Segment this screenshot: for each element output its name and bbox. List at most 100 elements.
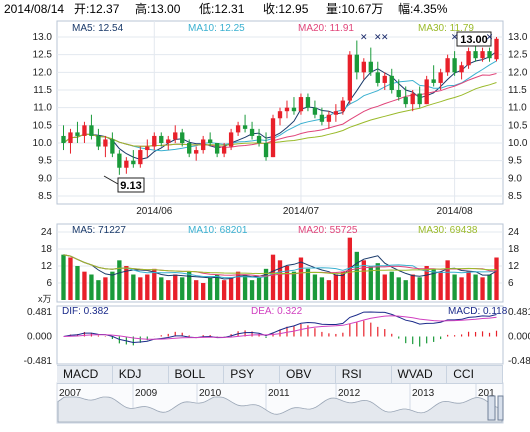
navigator-range-handle[interactable] [487, 395, 504, 421]
indicator-tabs: MACD KDJ BOLL PSY OBV RSI WVAD CCI [57, 365, 503, 384]
volume-y-tick: 6 [46, 278, 52, 289]
volume-y-axis: 24 24 18 18 12 12 6 6 [41, 227, 520, 289]
tab-psy[interactable]: PSY [224, 366, 280, 383]
volume-bar [75, 266, 80, 300]
tab-boll[interactable]: BOLL [169, 366, 225, 383]
volume-ma5-line [63, 254, 497, 280]
event-marker: ✕ [374, 32, 382, 42]
navigator-year: 2011 [268, 388, 290, 399]
price-legend-ma30: MA30: 11.79 [418, 23, 474, 34]
tab-kdj[interactable]: KDJ [113, 366, 169, 383]
candle [298, 93, 304, 115]
volume-bar [375, 263, 380, 300]
price-legend-ma10: MA10: 12.25 [188, 23, 245, 34]
price-y-tick: 12.5 [33, 50, 53, 61]
navigator-year: 2013 [412, 388, 435, 399]
price-ma30-line [63, 82, 497, 147]
price-y-tick: 12.0 [33, 67, 53, 78]
macd-legend: MACD: 0.118 [448, 306, 508, 317]
price-ma10-line [63, 60, 497, 152]
navigator-year: 2010 [199, 388, 222, 399]
volume-bar [424, 266, 429, 300]
volume-bar [298, 257, 304, 300]
candle [452, 51, 457, 76]
volume-ma10-line [63, 254, 497, 279]
candle [277, 107, 283, 126]
navigator-year: 2012 [338, 388, 361, 399]
candle [68, 128, 73, 154]
volume-legend-ma5: MA5: 71227 [72, 225, 126, 236]
navigator-year: 201 [478, 388, 495, 399]
volume-bar [340, 271, 346, 300]
volume-bar [326, 280, 332, 300]
volume-unit: x万 [38, 294, 52, 304]
price-y-tick-right: 9.5 [508, 156, 522, 167]
volume-bar [291, 271, 297, 300]
candle [166, 135, 171, 151]
price-y-tick: 9.5 [38, 156, 52, 167]
volume-bar [256, 277, 262, 300]
volume-bar [305, 268, 311, 300]
candle [431, 65, 436, 87]
candle [494, 37, 499, 62]
volume-bar [214, 274, 220, 300]
volume-y-tick-right: 6 [508, 278, 514, 289]
candle [221, 143, 227, 158]
volume-bar [480, 277, 485, 300]
event-markers: ✕ ✕ ✕ ✕ ✕ [360, 32, 493, 42]
volume-bar [228, 277, 234, 300]
volume-bar [368, 266, 373, 300]
candle [354, 40, 359, 80]
candlestick-series [61, 37, 499, 175]
tab-cci[interactable]: CCI [447, 366, 503, 383]
candle [96, 128, 101, 151]
volume-bar [221, 280, 227, 300]
candle [312, 100, 318, 119]
volume-bar [396, 277, 401, 300]
tab-macd[interactable]: MACD [57, 366, 113, 383]
candle [214, 143, 220, 158]
candle [207, 132, 213, 147]
candle [138, 146, 143, 168]
volume-bar [194, 280, 199, 300]
macd-y-tick-right: 0.000 [508, 332, 530, 343]
volume-bar [459, 277, 464, 300]
candle [361, 58, 366, 80]
min-callout: 9.13 [103, 175, 145, 193]
volume-bar [110, 271, 115, 300]
candle [89, 114, 94, 140]
candle [270, 114, 276, 158]
candle [263, 132, 269, 161]
volume-bar [187, 271, 192, 300]
candle [389, 68, 394, 94]
volume-bar [445, 260, 450, 300]
volume-bar [263, 268, 269, 300]
volume-bar [131, 274, 136, 300]
volume-bar [173, 274, 178, 300]
tab-rsi[interactable]: RSI [336, 366, 392, 383]
volume-bar [117, 260, 122, 300]
header-open: 开:12.37 [74, 2, 120, 16]
volume-bar [242, 274, 248, 300]
candle [82, 121, 87, 143]
volume-bar [152, 268, 157, 300]
dif-legend: DIF: 0.382 [62, 306, 109, 317]
candle [228, 128, 234, 151]
header-high: 高:13.00 [135, 1, 181, 16]
volume-bar [333, 274, 339, 300]
volume-bar [473, 274, 478, 300]
price-y-tick-right: 10.5 [508, 120, 528, 131]
volume-ma30-line [63, 254, 497, 275]
tab-wvad[interactable]: WVAD [392, 366, 448, 383]
tab-obv[interactable]: OBV [280, 366, 336, 383]
volume-bar [312, 274, 318, 300]
candle [117, 150, 122, 175]
candle [235, 121, 241, 136]
price-y-tick: 8.5 [38, 191, 52, 202]
volume-bar [103, 277, 108, 300]
price-legend-ma20: MA20: 11.91 [298, 23, 354, 34]
price-y-tick: 10.5 [33, 120, 53, 131]
macd-y-axis: 0.481 0.481 0.000 0.000 -0.481 -0.481 [24, 307, 530, 367]
price-y-tick-right: 13.0 [508, 32, 528, 43]
candle [424, 75, 429, 105]
